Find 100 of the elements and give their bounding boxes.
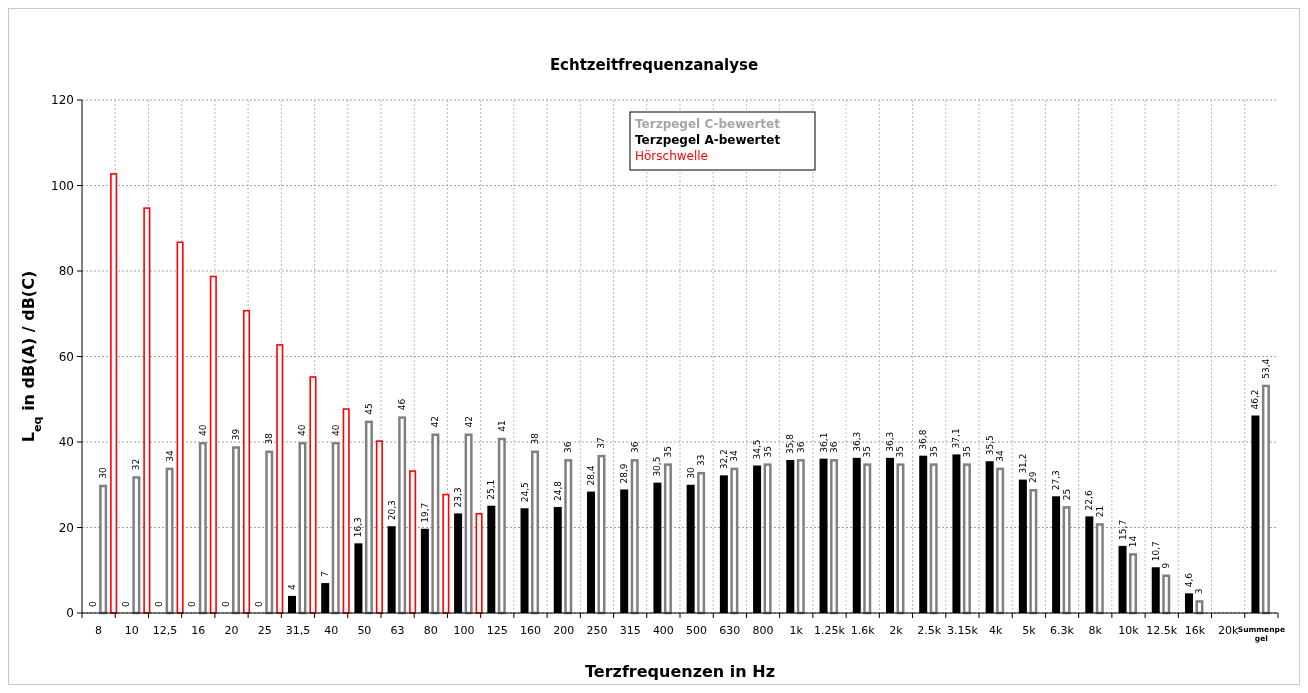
x-tick-label: 400 [652,624,674,637]
data-label: 0 [154,601,165,607]
x-tick-label: 1.6k [850,624,876,637]
x-tick-label: 16k [1184,624,1206,637]
bar [375,440,383,614]
x-tick-label: 20 [224,624,239,637]
bar [309,376,317,614]
data-label: 3 [1194,588,1205,595]
x-tick-label: 315 [619,624,641,637]
bar [143,207,151,614]
text: Terzpegel C-bewertet [635,117,781,131]
x-tick-label: 12.5k [1146,624,1178,637]
x-tick-label: 10k [1118,624,1140,637]
y-tick-label: 100 [51,178,74,193]
x-tick-label: 31,5 [285,624,311,637]
data-label: 9 [1161,562,1172,569]
data-label: 0 [120,601,131,607]
x-tick-label: 125 [486,624,508,637]
bar [242,309,251,614]
data-label: 28,4 [585,465,596,486]
data-label: 42 [430,416,441,428]
data-label: 38 [264,432,275,445]
x-tick-label: 80 [423,624,438,637]
data-label: 4,6 [1183,572,1194,588]
data-label: 0 [187,601,198,607]
data-label: 7 [320,571,331,578]
data-label: 40 [197,424,208,436]
data-label: 36 [795,441,806,454]
data-label: 34,5 [752,439,763,460]
data-label: 30 [98,467,109,479]
bar [475,512,483,614]
x-tick-label: 50 [357,624,372,637]
chart-title: Echtzeitfrequenzanalyse [549,56,759,74]
data-label: 32,2 [718,449,729,470]
data-label: 34 [995,449,1006,462]
data-label: 36,3 [851,431,862,452]
x-tick-label: 40 [324,624,339,637]
bar [342,408,350,614]
x-tick-label: 630 [719,624,741,637]
y-tick-label: 60 [58,349,74,364]
data-label: 29 [1028,471,1039,484]
y-tick-label: 80 [58,264,74,278]
data-label: 10,7 [1150,541,1161,562]
data-label: 14 [1128,535,1139,548]
data-label: 39 [231,428,242,441]
data-label: 35 [862,445,873,458]
data-label: 45 [363,403,374,415]
x-tick-label: 200 [553,624,575,637]
x-tick-label: 20k [1217,624,1239,637]
x-tick-label: 100 [453,624,475,637]
data-label: 46 [397,398,408,411]
data-label: 32 [131,458,142,471]
data-label: 35 [762,445,773,458]
data-label: 4 [286,583,297,590]
data-label: 40 [297,424,308,436]
data-label: 34 [164,449,175,462]
data-label: 41 [496,420,507,432]
data-label: 30,5 [652,456,663,477]
data-label: 38 [530,432,541,445]
bar [442,493,450,614]
data-label: 36,3 [884,431,895,452]
bar [209,275,217,614]
data-label: 16,3 [353,517,364,538]
y-tick-label: 20 [58,520,74,535]
data-label: 35 [928,445,939,458]
data-label: 0 [220,601,231,607]
data-label: 20,3 [386,500,397,521]
data-label: 36 [829,441,840,454]
data-label: 33 [696,454,707,466]
x-tick-label: 8k [1088,624,1103,637]
data-label: 35,5 [984,435,995,456]
bar [176,241,184,614]
x-tick-label: 5k [1022,624,1037,637]
x-tick-label: 500 [686,624,708,637]
x-tick-label: 1.25k [814,624,846,637]
data-label: 37,1 [951,428,962,449]
x-tick-label: 12,5 [152,624,178,637]
data-label: 31,2 [1017,453,1028,474]
data-label: 40 [330,424,341,436]
x-tick-label: 160 [520,624,541,637]
data-label: 34 [729,449,740,462]
data-label: 0 [253,601,264,607]
bar [110,173,118,614]
data-label: 27,3 [1051,470,1062,491]
x-tick-label: 10 [124,624,139,637]
text: Hörschwelle [635,149,709,163]
data-label: 36 [563,441,574,454]
data-label: 25,1 [486,479,497,500]
data-label: 22,6 [1084,490,1095,511]
data-label: 23,3 [453,487,464,508]
x-tick-label: 4k [988,624,1003,637]
bar [1195,600,1204,615]
x-tick-label: 1k [789,624,804,637]
x-tick-label: 6.3k [1050,624,1075,637]
x-tick-label: 250 [586,624,608,637]
bar [1129,553,1138,615]
data-label: 36,1 [818,432,829,453]
data-label: 35 [961,445,972,458]
data-label: 42 [463,416,474,428]
data-label: 21 [1094,505,1105,518]
